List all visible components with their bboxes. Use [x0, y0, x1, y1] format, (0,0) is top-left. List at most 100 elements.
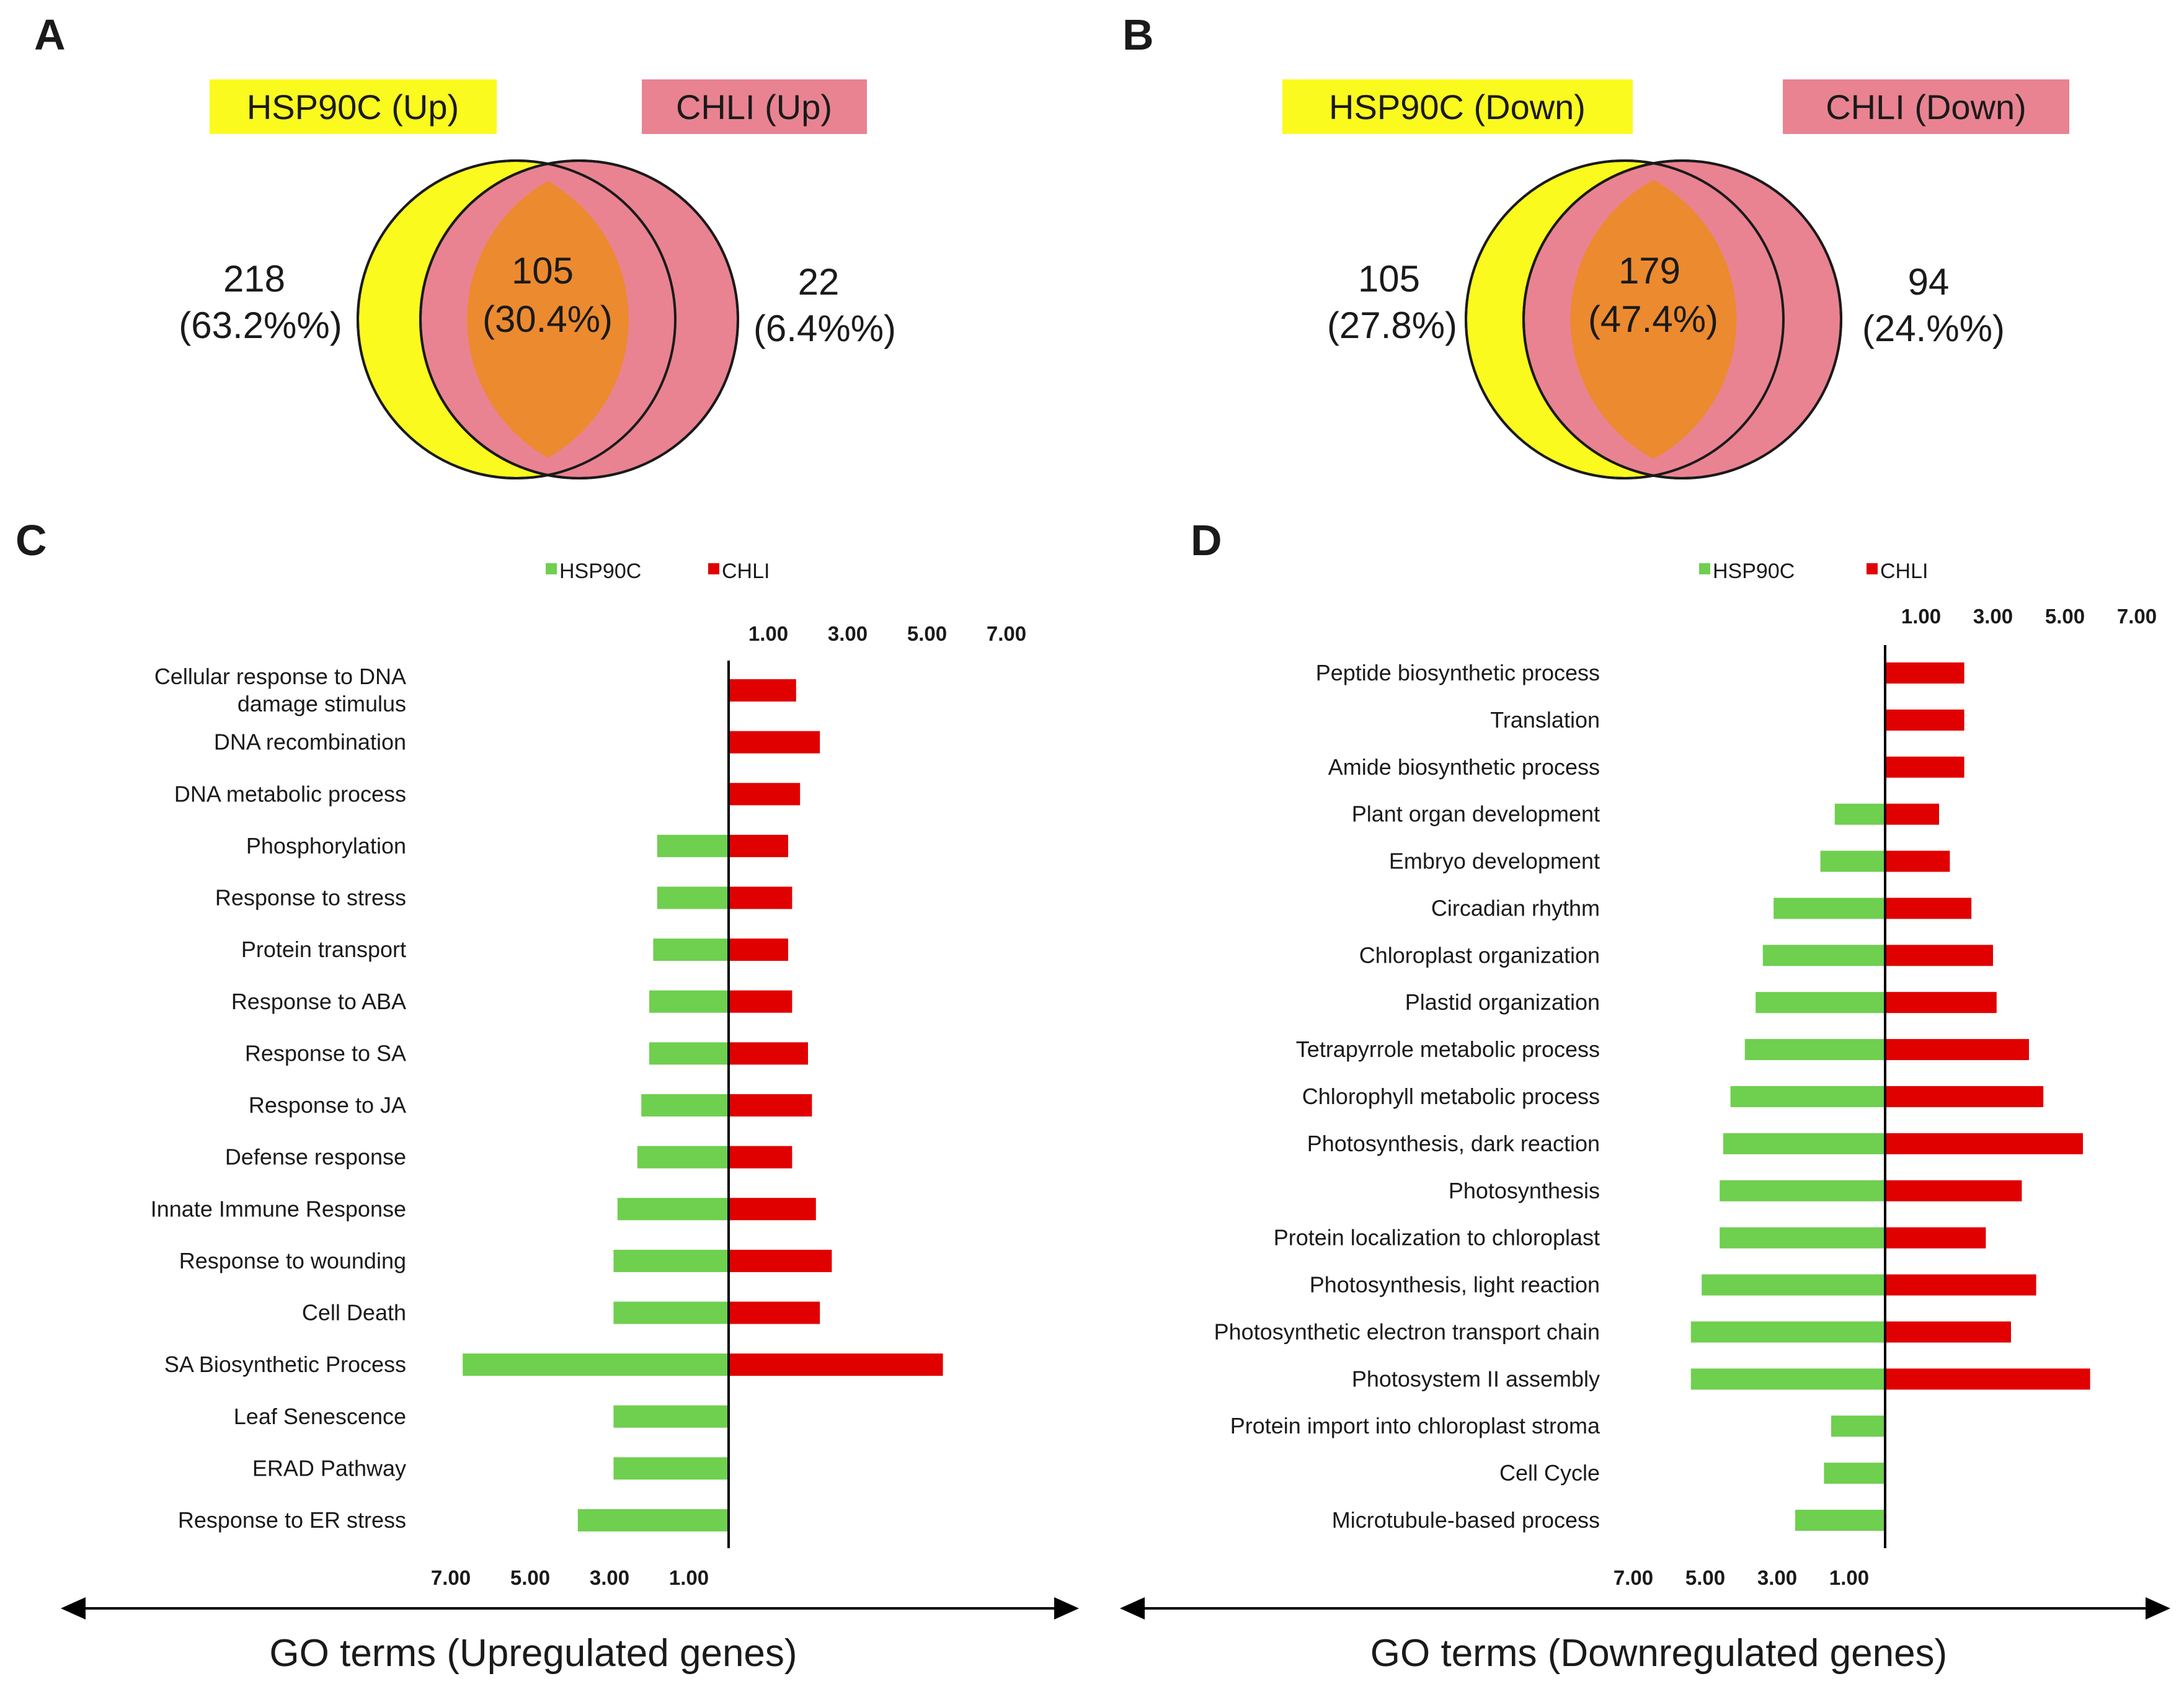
- go-up-category-label: ERAD Pathway: [252, 1455, 406, 1481]
- venn-down-right-count: 94: [1908, 261, 1950, 303]
- venn-up-left-count: 218: [223, 258, 285, 300]
- go-down-bottom-tick: 3.00: [1757, 1566, 1797, 1589]
- go-up-bar-hsp: [463, 1353, 729, 1376]
- go-down-category-label: Chloroplast organization: [1359, 942, 1600, 968]
- venn-down-hsp-label: HSP90C (Down): [1329, 87, 1586, 127]
- venn-up-chl-label: CHLI (Up): [676, 87, 832, 127]
- go-down-category-label: Peptide biosynthetic process: [1316, 660, 1600, 685]
- go-up-category-label: Response to ABA: [231, 989, 406, 1014]
- go-down-bar-hsp: [1730, 1086, 1885, 1107]
- venn-up-hsp-label-bg: [210, 79, 497, 134]
- go-down-bar-chl: [1885, 1039, 2029, 1061]
- go-down-bar-hsp: [1824, 1463, 1885, 1484]
- go-up-bar-chl: [729, 886, 792, 909]
- go-up-category-label: Response to SA: [245, 1040, 406, 1066]
- go-down-category-label: Amide biosynthetic process: [1328, 754, 1600, 780]
- go-up-bar-hsp: [653, 938, 729, 961]
- go-down-bar-chl: [1885, 1274, 2036, 1296]
- go-down-bar-chl: [1885, 1368, 2090, 1390]
- venn-up-chl-label-bg: [642, 79, 867, 134]
- go-up-bar-hsp: [613, 1405, 729, 1428]
- go-up-bar-chl: [729, 783, 801, 806]
- go-down-category-label: Translation: [1490, 707, 1600, 733]
- go-up-bar-hsp: [649, 1042, 729, 1065]
- go-up-bar-hsp: [657, 834, 729, 857]
- venn-down-right-pct: (24.%%): [1862, 308, 2005, 349]
- go-up-bar-chl: [729, 990, 792, 1013]
- go-down-bar-hsp: [1820, 850, 1885, 872]
- go-up-bar-hsp: [617, 1198, 729, 1221]
- go-up-category-label: Phosphorylation: [246, 833, 406, 858]
- go-down-bar-chl: [1885, 945, 1993, 966]
- venn-down-chl-label-bg: [1783, 79, 2069, 134]
- go-up-bar-chl: [729, 1042, 808, 1065]
- go-down-top-tick: 1.00: [1901, 605, 1941, 628]
- go-down-bar-chl: [1885, 1086, 2044, 1107]
- go-down-bar-chl: [1885, 803, 1939, 825]
- go-up-category-label: DNA metabolic process: [174, 781, 406, 806]
- go-up-bar-chl: [729, 1249, 832, 1272]
- go-up-bar-chl: [729, 1198, 816, 1221]
- go-up-category-label: Cell Death: [302, 1300, 406, 1326]
- go-down-category-label: Cell Cycle: [1499, 1460, 1600, 1486]
- go-up-bar-hsp: [613, 1249, 729, 1272]
- go-down-bar-hsp: [1762, 945, 1885, 966]
- go-down-legend-chl-swatch: [1867, 563, 1878, 574]
- go-down-category-label: Photosynthesis, dark reaction: [1307, 1131, 1600, 1156]
- go-up-arrow-left-head: [61, 1597, 86, 1620]
- go-down-category-label: Circadian rhythm: [1431, 895, 1600, 920]
- go-down-category-label: Protein import into chloroplast stroma: [1230, 1413, 1600, 1438]
- go-down-legend-chl: CHLI: [1880, 559, 1928, 583]
- go-up-chart: HSP90C CHLI 1.00 3.00 5.00 7.00 7.00 5.00 3.00 1.…: [61, 559, 1079, 1675]
- go-up-legend-hsp-swatch: [546, 563, 557, 574]
- go-up-bar-hsp: [641, 1094, 729, 1116]
- venn-down: HSP90C (Down) CHLI (Down) 105 (27.8%) 17…: [1282, 79, 2069, 479]
- go-down-category-label: Plant organ development: [1352, 801, 1600, 827]
- go-down-bar-hsp: [1702, 1274, 1885, 1296]
- venn-up-hsp-label: HSP90C (Up): [247, 87, 459, 127]
- go-up-category-label: Protein transport: [241, 937, 406, 962]
- go-up-category-label: Leaf Senescence: [234, 1404, 406, 1429]
- go-down-bottom-tick: 5.00: [1685, 1566, 1725, 1589]
- go-up-bar-chl: [729, 679, 796, 702]
- go-down-bar-hsp: [1773, 898, 1885, 919]
- go-up-bar-hsp: [649, 990, 729, 1013]
- go-down-bar-chl: [1885, 850, 1950, 872]
- go-down-bar-hsp: [1744, 1039, 1885, 1061]
- venn-down-overlap-count: 179: [1618, 250, 1680, 292]
- go-up-category-label: DNA recombination: [214, 729, 406, 755]
- go-down-bar-chl: [1885, 756, 1964, 778]
- venn-up: HSP90C (Up) CHLI (Up) 218 (63.2%%) 105 (…: [179, 79, 896, 479]
- venn-down-left-count: 105: [1358, 258, 1420, 300]
- go-up-bar-chl: [729, 1146, 792, 1169]
- go-down-legend-hsp-swatch: [1699, 563, 1710, 574]
- go-down-bar-chl: [1885, 1133, 2083, 1154]
- venn-up-right-count: 22: [798, 261, 840, 303]
- go-up-bottom-tick: 1.00: [669, 1566, 709, 1589]
- go-up-category-label: Response to stress: [215, 885, 406, 911]
- go-up-category-label: Response to JA: [249, 1092, 406, 1118]
- go-down-category-label: Embryo development: [1389, 849, 1600, 874]
- go-up-bar-hsp: [613, 1457, 729, 1480]
- go-up-bar-chl: [729, 834, 788, 857]
- go-down-bar-hsp: [1690, 1368, 1885, 1390]
- venn-up-overlap-count: 105: [512, 250, 574, 292]
- go-up-bottom-tick: 7.00: [431, 1566, 471, 1589]
- panel-letter-d: D: [1191, 516, 1222, 564]
- panel-letter-b: B: [1122, 11, 1154, 59]
- go-down-bar-hsp: [1723, 1133, 1885, 1154]
- go-up-category-label: Response to ER stress: [178, 1507, 406, 1533]
- go-down-category-label: Photosystem II assembly: [1352, 1366, 1600, 1391]
- go-down-top-tick: 5.00: [2045, 605, 2085, 628]
- go-down-title: GO terms (Downregulated genes): [1370, 1632, 1947, 1675]
- go-down-category-label: Plastid organization: [1405, 989, 1600, 1015]
- go-down-bar-chl: [1885, 662, 1964, 684]
- go-down-bottom-tick: 1.00: [1829, 1566, 1869, 1589]
- venn-up-overlap: [467, 181, 629, 458]
- go-up-bar-hsp: [577, 1509, 729, 1531]
- go-down-bar-hsp: [1720, 1180, 1885, 1201]
- go-up-bottom-tick: 5.00: [510, 1566, 550, 1589]
- go-down-bar-hsp: [1795, 1510, 1885, 1531]
- go-down-category-label: Photosynthesis: [1449, 1178, 1600, 1203]
